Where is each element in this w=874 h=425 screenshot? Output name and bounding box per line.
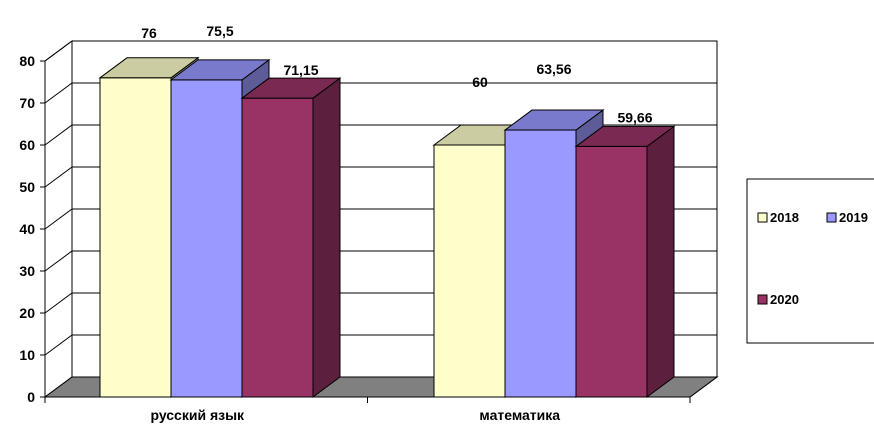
x-axis: русский язык математика — [44, 396, 691, 423]
bar-front — [504, 129, 577, 398]
bar-2020-1 — [574, 125, 676, 398]
legend-box — [746, 178, 874, 344]
y-tick-label: 10 — [19, 347, 35, 363]
legend-label: 2020 — [770, 292, 799, 307]
y-tick-label: 0 — [27, 389, 35, 405]
gridline — [44, 40, 717, 62]
legend-swatch — [757, 212, 768, 223]
bar-top — [169, 59, 271, 81]
bar-top — [503, 109, 605, 131]
legend-label: 2019 — [839, 210, 868, 225]
legend-swatch — [826, 212, 837, 223]
bar-front — [99, 77, 172, 398]
gridline — [44, 82, 717, 104]
bar-front — [241, 97, 314, 398]
data-label: 75,5 — [206, 23, 233, 39]
y-tick-label: 30 — [19, 263, 35, 279]
data-labels: 76 75,5 71,15 60 63,56 59,66 — [141, 23, 653, 126]
data-label: 71,15 — [283, 62, 318, 78]
bar-side — [312, 77, 341, 398]
bar-front — [575, 145, 648, 398]
bar-top — [240, 77, 342, 99]
bar-top — [98, 57, 200, 79]
x-category-label: математика — [479, 407, 560, 423]
bar-side — [646, 125, 675, 398]
legend-label: 2018 — [770, 210, 799, 225]
bar-2020-0 — [240, 77, 342, 398]
legend: 2018 2019 2020 — [746, 178, 874, 344]
y-tick-label: 50 — [19, 179, 35, 195]
data-label: 59,66 — [617, 109, 652, 125]
bar-series-group — [98, 56, 676, 398]
y-tick-label: 40 — [19, 221, 35, 237]
bar-top — [574, 125, 676, 147]
y-tick-label: 80 — [19, 53, 35, 69]
bar-front — [170, 79, 243, 398]
y-tick-label: 70 — [19, 95, 35, 111]
data-label: 76 — [141, 25, 157, 41]
data-label: 60 — [472, 74, 488, 90]
y-tick-label: 60 — [19, 137, 35, 153]
x-category-label: русский язык — [150, 407, 245, 423]
bar-front — [433, 144, 506, 398]
data-label: 63,56 — [536, 61, 571, 77]
y-axis: 0 10 20 30 40 50 60 70 80 — [19, 53, 46, 405]
y-tick-label: 20 — [19, 305, 35, 321]
legend-swatch — [757, 294, 768, 305]
